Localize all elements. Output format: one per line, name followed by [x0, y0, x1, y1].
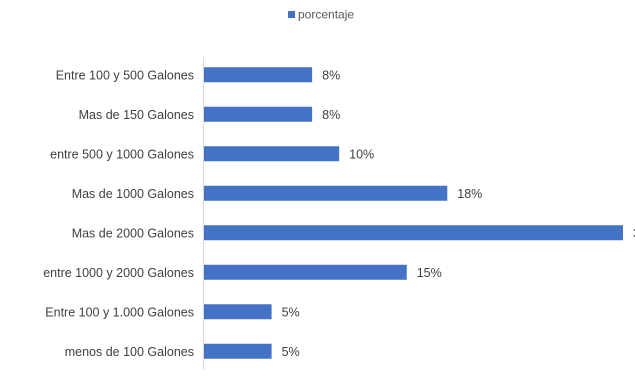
bar: [204, 106, 313, 122]
data-labels: 8% 8% 10% 18% 31% 15% 5% 5%: [282, 68, 635, 359]
category-label: Entre 100 y 500 Galones: [56, 68, 194, 82]
legend-label: porcentaje: [298, 8, 354, 22]
bars: [204, 67, 623, 359]
bar: [204, 304, 272, 320]
data-label: 8%: [322, 68, 340, 82]
legend: porcentaje: [288, 8, 354, 22]
category-label: Entre 100 y 1.000 Galones: [45, 305, 194, 319]
category-label: entre 500 y 1000 Galones: [50, 147, 194, 161]
bar: [204, 185, 448, 201]
category-label: Mas de 2000 Galones: [72, 226, 194, 240]
legend-swatch: [288, 11, 295, 18]
data-label: 8%: [322, 108, 340, 122]
bar: [204, 225, 623, 241]
category-label: entre 1000 y 2000 Galones: [43, 266, 194, 280]
bar: [204, 67, 313, 83]
data-label: 31%: [633, 226, 635, 240]
bar: [204, 146, 340, 162]
bar: [204, 264, 407, 280]
data-label: 15%: [417, 266, 442, 280]
category-labels: Entre 100 y 500 Galones Mas de 150 Galone…: [43, 68, 194, 359]
data-label: 5%: [282, 345, 300, 359]
data-label: 18%: [457, 187, 482, 201]
data-label: 5%: [282, 305, 300, 319]
category-label: Mas de 150 Galones: [79, 108, 194, 122]
category-label: menos de 100 Galones: [65, 345, 194, 359]
bar: [204, 343, 272, 359]
category-label: Mas de 1000 Galones: [72, 187, 194, 201]
data-label: 10%: [349, 147, 374, 161]
